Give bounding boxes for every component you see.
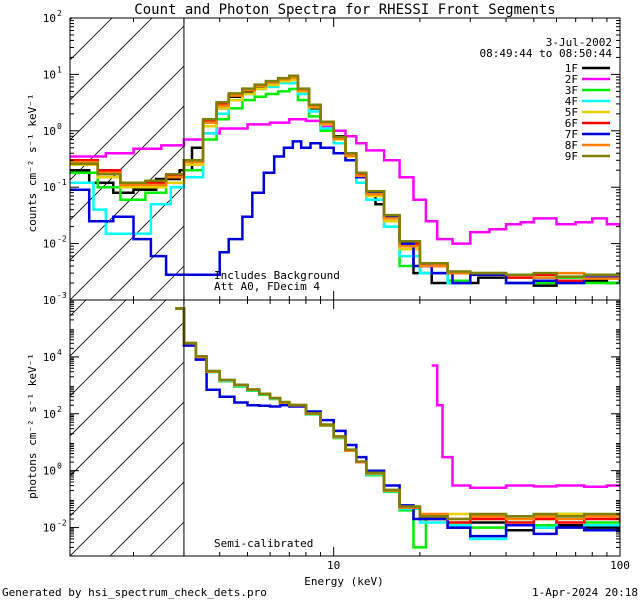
photons-y-tick-label: 10	[43, 351, 56, 364]
photons-hatch-line	[630, 300, 640, 556]
observation-date: 3-Jul-2002	[546, 36, 612, 49]
legend-label-9F: 9F	[565, 150, 578, 163]
legend-label-6F: 6F	[565, 117, 578, 130]
counts-y-tick-label: 10	[43, 125, 56, 138]
counts-y-tick-label: 10	[43, 238, 56, 251]
legend-label-7F: 7F	[565, 128, 578, 141]
counts-hatch-line	[70, 18, 193, 141]
photons-hatch-mask	[183, 300, 620, 556]
photons-y-tick-label: 10	[43, 465, 56, 478]
counts-hatch-line	[630, 18, 640, 300]
photons-hatch-line	[0, 300, 46, 556]
legend-label-1F: 1F	[565, 62, 578, 75]
counts-y-tick-exponent: -3	[57, 291, 67, 300]
photons-hatch-line	[70, 300, 207, 437]
photons-y-tick-label: 10	[43, 408, 56, 421]
counts-series-7F	[70, 140, 620, 285]
legend-label-2F: 2F	[565, 73, 578, 86]
photons-series-2F	[431, 364, 620, 490]
legend-label-5F: 5F	[565, 106, 578, 119]
photons-y-tick-exponent: 0	[57, 462, 62, 471]
counts-y-tick-exponent: 2	[57, 9, 62, 18]
annotation-attenuator: Att A0, FDecim 4	[214, 280, 320, 293]
photons-series-group	[175, 307, 620, 549]
footer-timestamp: 1-Apr-2024 20:18	[532, 586, 638, 599]
counts-y-tick-label: 10	[43, 12, 56, 25]
photons-hatch-line	[0, 300, 6, 556]
counts-y-tick-exponent: -2	[57, 235, 67, 244]
counts-y-tick-label: 10	[43, 68, 56, 81]
legend-label-4F: 4F	[565, 95, 578, 108]
footer-generator: Generated by hsi_spectrum_check_dets.pro	[2, 586, 267, 599]
legend-label-8F: 8F	[565, 139, 578, 152]
photons-hatch-line	[70, 300, 127, 357]
photons-series-7F	[175, 307, 620, 538]
photons-y-tick-exponent: 4	[57, 348, 62, 357]
x-tick-label: 100	[610, 559, 630, 572]
photons-hatch-line	[70, 300, 167, 397]
photons-y-tick-exponent: 2	[57, 405, 62, 414]
chart-title: Count and Photon Spectra for RHESSI Fron…	[134, 2, 555, 18]
counts-y-tick-exponent: -1	[57, 178, 67, 187]
photons-hatch-line	[70, 300, 87, 317]
counts-hatch-line	[70, 18, 153, 101]
y-axis-label-photons: photons cm⁻² s⁻¹ keV⁻¹	[26, 353, 39, 499]
photons-y-tick-label: 10	[43, 522, 56, 535]
annotation-semi-calibrated: Semi-calibrated	[214, 537, 313, 550]
photons-series-9F	[175, 307, 620, 521]
counts-y-tick-exponent: 0	[57, 122, 62, 131]
counts-y-tick-label: 10	[43, 181, 56, 194]
counts-y-tick-label: 10	[43, 294, 56, 307]
counts-hatch-mask	[183, 18, 620, 300]
counts-y-tick-exponent: 1	[57, 65, 62, 74]
x-axis-label: Energy (keV)	[304, 575, 383, 588]
legend-label-3F: 3F	[565, 84, 578, 97]
y-axis-label-counts: counts cm⁻² s⁻¹ keV⁻¹	[26, 93, 39, 232]
counts-hatched-region	[70, 18, 640, 300]
photons-hatched-region	[0, 300, 640, 556]
photons-y-tick-exponent: -2	[57, 519, 67, 528]
annotation-includes-background: Includes Background	[214, 269, 340, 282]
counts-hatch-line	[70, 18, 113, 61]
photons-panel-frame	[69, 299, 621, 557]
x-tick-label: 10	[327, 559, 340, 572]
observation-time-range: 08:49:44 to 08:50:44	[480, 47, 613, 60]
